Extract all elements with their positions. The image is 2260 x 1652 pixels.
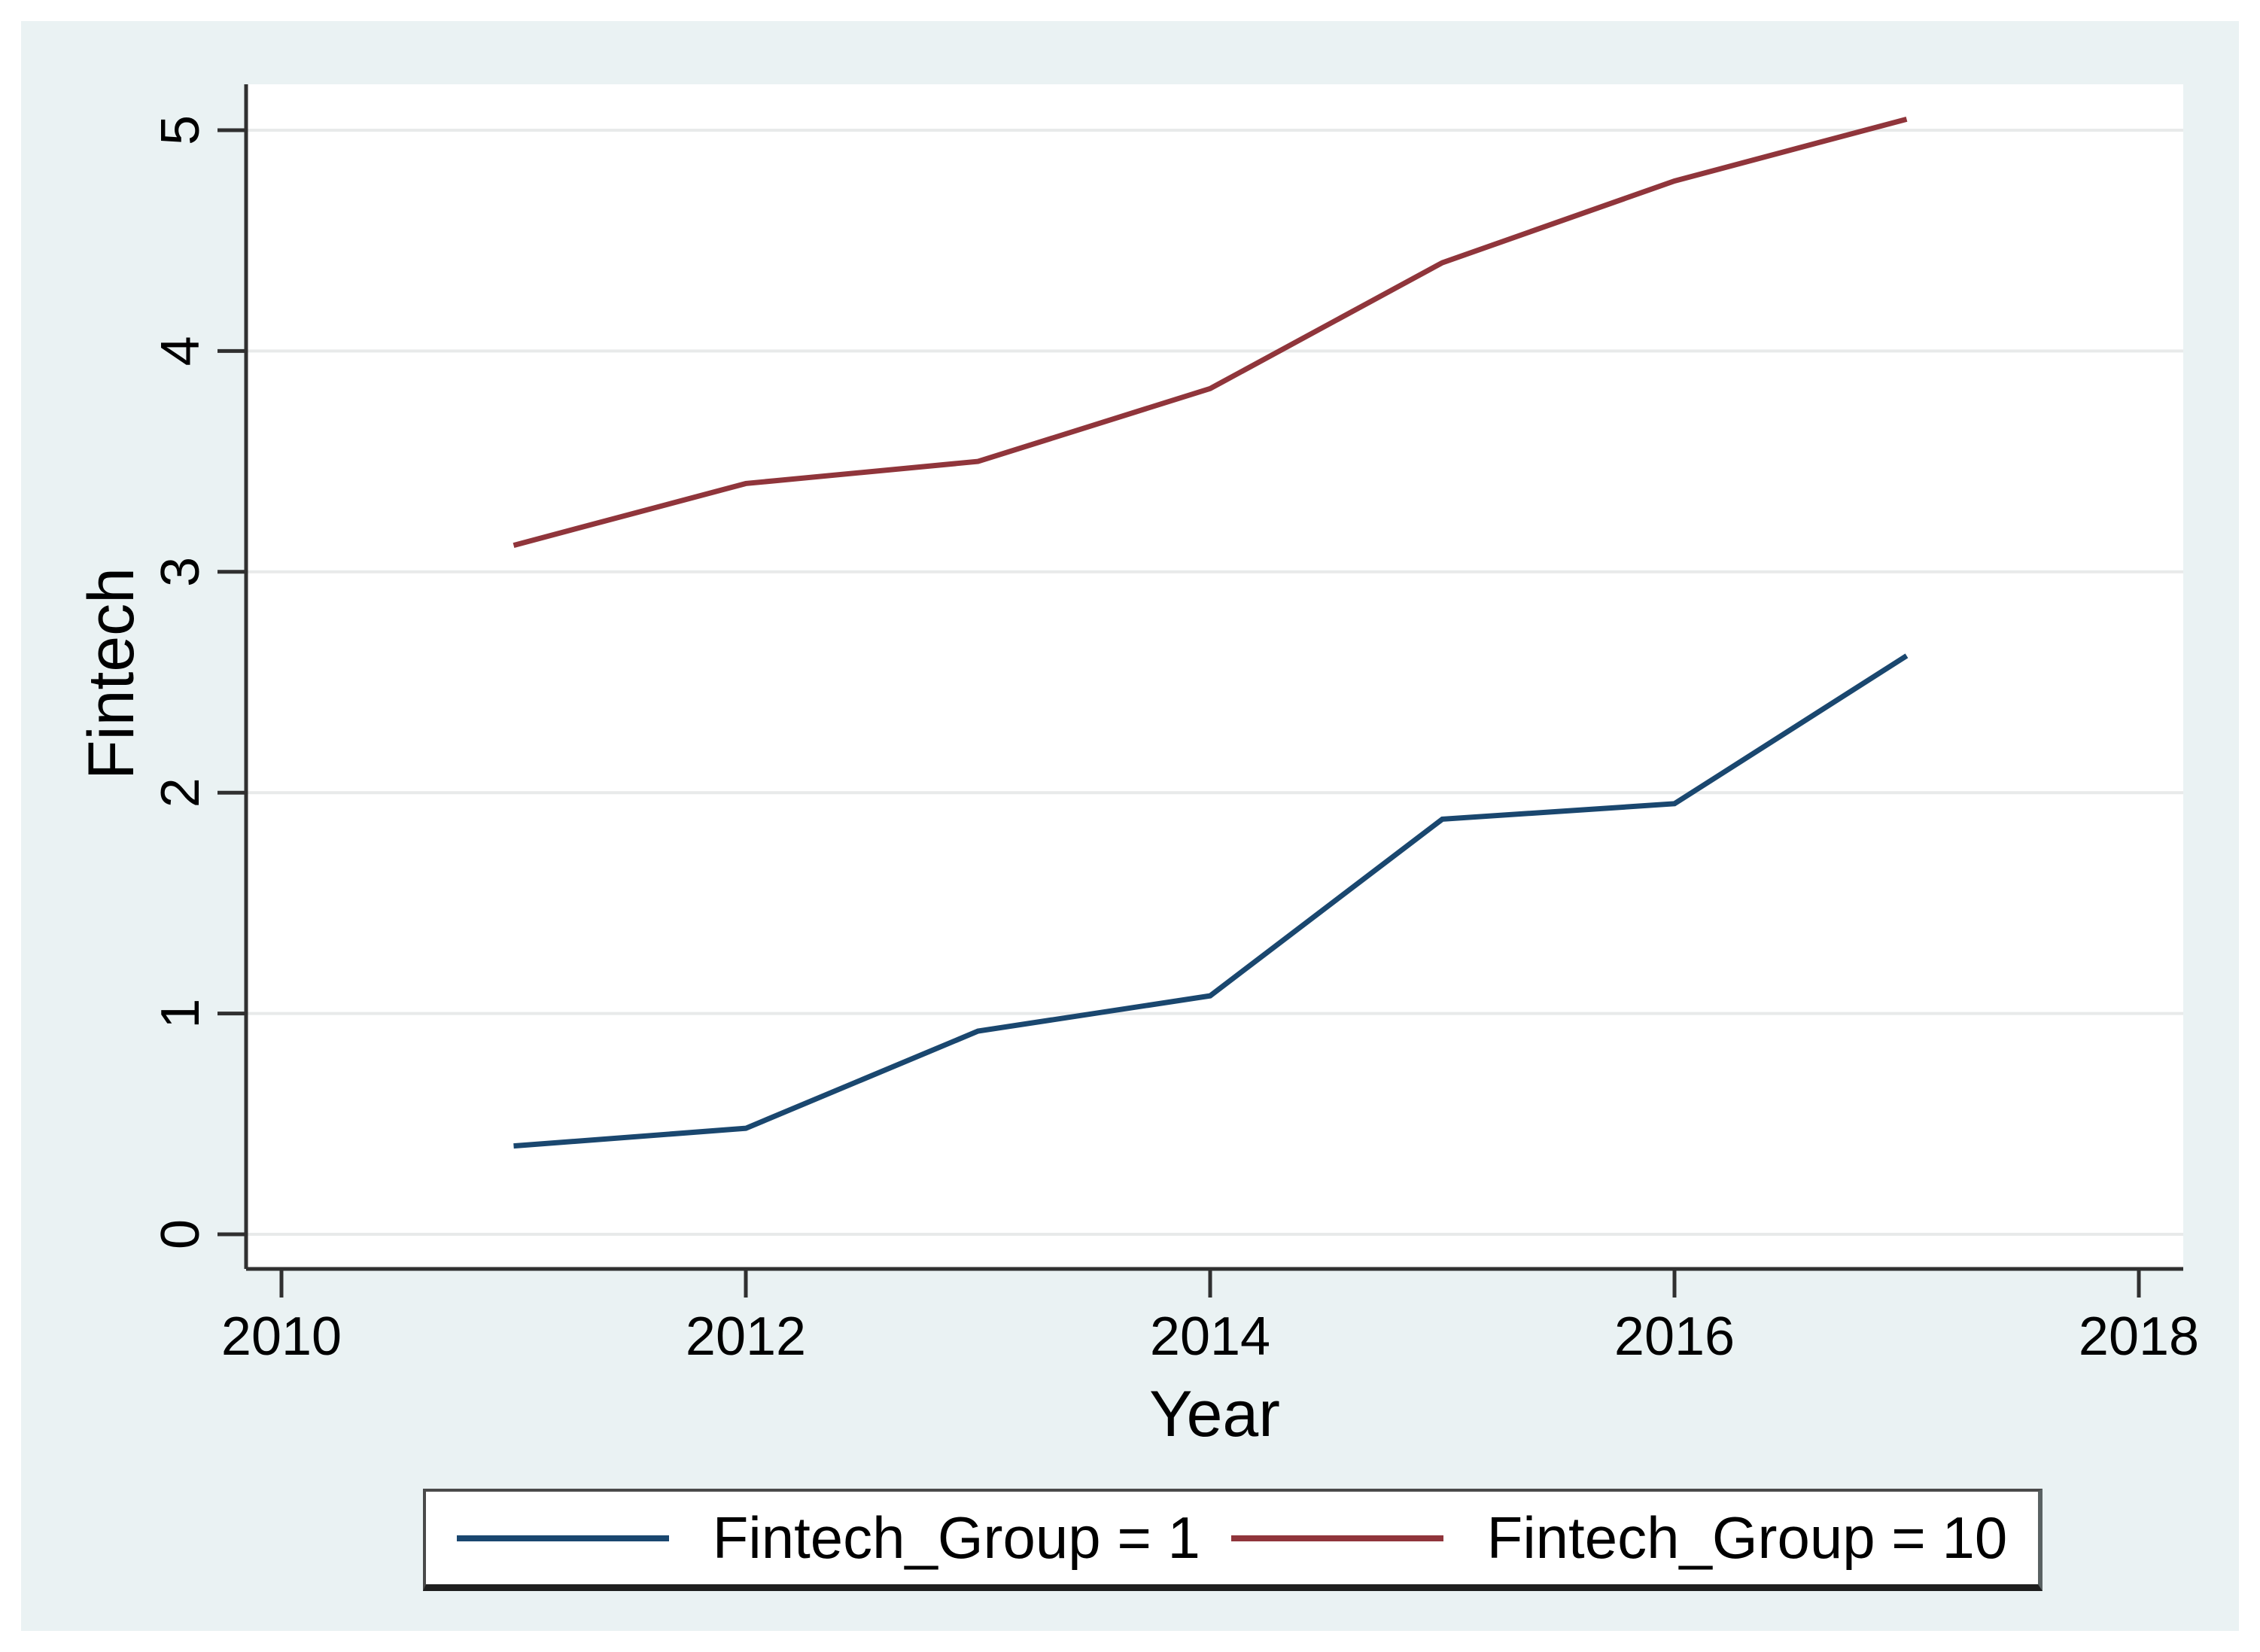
y-tick-label-5: 5 xyxy=(151,115,211,145)
legend-label-group-1: Fintech_Group = 1 xyxy=(712,1504,1200,1571)
series-line-fintech-group-1 xyxy=(513,653,1909,1149)
navy-line-swatch-icon xyxy=(456,1535,669,1541)
x-tick-label-2018: 2018 xyxy=(2079,1307,2199,1367)
x-tick-label-2010: 2010 xyxy=(221,1307,342,1367)
x-tick-label-2012: 2012 xyxy=(686,1307,806,1367)
y-axis-title: Fintech xyxy=(75,567,148,780)
y-tick-label-2: 2 xyxy=(151,777,211,808)
x-tick-label-2016: 2016 xyxy=(1614,1307,1735,1367)
legend: Fintech_Group = 1 Fintech_Group = 10 xyxy=(423,1489,2043,1591)
series-line-fintech-group-10 xyxy=(513,116,1908,548)
x-tick-label-2014: 2014 xyxy=(1150,1307,1270,1367)
legend-label-group-10: Fintech_Group = 10 xyxy=(1486,1504,2008,1571)
legend-entry-group-10: Fintech_Group = 10 xyxy=(1230,1504,2008,1572)
plot-area xyxy=(246,84,2183,1269)
y-tick-label-0: 0 xyxy=(151,1219,211,1249)
maroon-line-swatch-icon xyxy=(1230,1535,1443,1541)
y-tick-label-3: 3 xyxy=(151,557,211,587)
x-axis-title: Year xyxy=(1149,1378,1280,1450)
y-tick-label-4: 4 xyxy=(151,336,211,366)
legend-entry-group-1: Fintech_Group = 1 xyxy=(456,1504,1200,1572)
y-tick-label-1: 1 xyxy=(151,999,211,1029)
